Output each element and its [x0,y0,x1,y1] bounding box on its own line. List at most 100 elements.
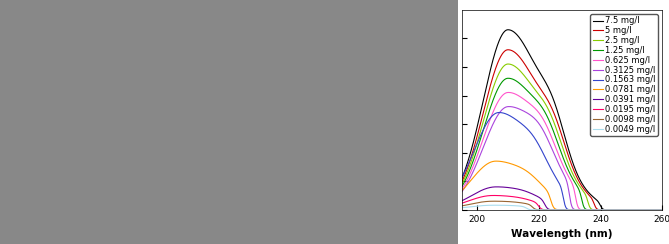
0.0098 mg/l [658,208,666,211]
0.0098 mg/l [470,202,478,205]
2.5 mg/l [470,152,478,155]
0.0391 mg/l [458,200,466,203]
0.0098 mg/l [458,204,466,207]
0.1563 mg/l [470,150,478,152]
0.0781 mg/l [470,175,478,178]
0.625 mg/l [579,208,587,211]
0.0195 mg/l [490,194,498,197]
Line: 0.0195 mg/l: 0.0195 mg/l [462,195,662,210]
0.625 mg/l [458,188,466,191]
2.5 mg/l [504,62,512,65]
5 mg/l [470,146,478,149]
0.0195 mg/l [585,208,593,211]
1.25 mg/l [579,205,587,208]
2.5 mg/l [631,208,639,211]
0.0391 mg/l [579,208,587,211]
1.25 mg/l [610,208,618,211]
0.0391 mg/l [575,208,583,211]
0.0781 mg/l [610,208,618,211]
0.3125 mg/l [610,208,618,211]
0.1563 mg/l [575,208,583,211]
0.1563 mg/l [585,208,593,211]
0.625 mg/l [504,91,512,94]
5 mg/l [585,194,593,197]
0.0098 mg/l [490,200,498,203]
0.0391 mg/l [658,208,666,211]
0.1563 mg/l [579,208,587,211]
0.0049 mg/l [575,208,583,211]
0.0049 mg/l [631,208,639,211]
1.25 mg/l [458,186,466,189]
1.25 mg/l [585,208,593,211]
0.0781 mg/l [585,208,593,211]
Line: 0.3125 mg/l: 0.3125 mg/l [462,107,662,210]
0.0391 mg/l [493,185,501,188]
0.0049 mg/l [610,208,618,211]
0.0391 mg/l [610,208,618,211]
7.5 mg/l [575,175,583,178]
0.0049 mg/l [658,208,666,211]
0.0781 mg/l [492,160,500,163]
0.3125 mg/l [631,208,639,211]
5 mg/l [579,187,587,190]
0.3125 mg/l [658,208,666,211]
7.5 mg/l [658,208,666,211]
2.5 mg/l [458,183,466,186]
5 mg/l [631,208,639,211]
5 mg/l [504,48,512,51]
0.625 mg/l [610,208,618,211]
7.5 mg/l [470,139,478,142]
0.625 mg/l [631,208,639,211]
0.0049 mg/l [585,208,593,211]
0.0195 mg/l [575,208,583,211]
0.1563 mg/l [495,111,503,114]
0.0195 mg/l [458,202,466,205]
1.25 mg/l [658,208,666,211]
Line: 0.0781 mg/l: 0.0781 mg/l [462,161,662,210]
0.0049 mg/l [458,206,466,209]
0.0195 mg/l [658,208,666,211]
Legend: 7.5 mg/l, 5 mg/l, 2.5 mg/l, 1.25 mg/l, 0.625 mg/l, 0.3125 mg/l, 0.1563 mg/l, 0.0: 7.5 mg/l, 5 mg/l, 2.5 mg/l, 1.25 mg/l, 0… [590,14,658,136]
0.0391 mg/l [585,208,593,211]
0.625 mg/l [470,163,478,166]
0.625 mg/l [658,208,666,211]
0.0195 mg/l [610,208,618,211]
7.5 mg/l [610,208,618,211]
7.5 mg/l [504,28,512,31]
0.625 mg/l [585,208,593,211]
0.0781 mg/l [658,208,666,211]
Line: 2.5 mg/l: 2.5 mg/l [462,64,662,210]
0.0098 mg/l [579,208,587,211]
0.1563 mg/l [610,208,618,211]
Line: 0.0049 mg/l: 0.0049 mg/l [462,205,662,210]
5 mg/l [658,208,666,211]
2.5 mg/l [579,190,587,193]
0.0195 mg/l [579,208,587,211]
1.25 mg/l [504,77,512,80]
Line: 1.25 mg/l: 1.25 mg/l [462,78,662,210]
2.5 mg/l [658,208,666,211]
0.0098 mg/l [585,208,593,211]
1.25 mg/l [575,187,583,190]
0.0781 mg/l [458,190,466,193]
7.5 mg/l [579,185,587,188]
2.5 mg/l [575,183,583,186]
0.3125 mg/l [585,208,593,211]
0.0781 mg/l [575,208,583,211]
Line: 0.1563 mg/l: 0.1563 mg/l [462,112,662,210]
0.0195 mg/l [470,198,478,201]
0.0049 mg/l [492,204,500,207]
0.1563 mg/l [658,208,666,211]
0.0781 mg/l [579,208,587,211]
Line: 0.0391 mg/l: 0.0391 mg/l [462,187,662,210]
0.0391 mg/l [470,193,478,196]
0.3125 mg/l [458,191,466,193]
0.0098 mg/l [575,208,583,211]
Line: 0.0098 mg/l: 0.0098 mg/l [462,201,662,210]
0.0098 mg/l [631,208,639,211]
5 mg/l [610,208,618,211]
5 mg/l [458,181,466,184]
0.1563 mg/l [458,177,466,180]
2.5 mg/l [610,208,618,211]
0.0098 mg/l [610,208,618,211]
